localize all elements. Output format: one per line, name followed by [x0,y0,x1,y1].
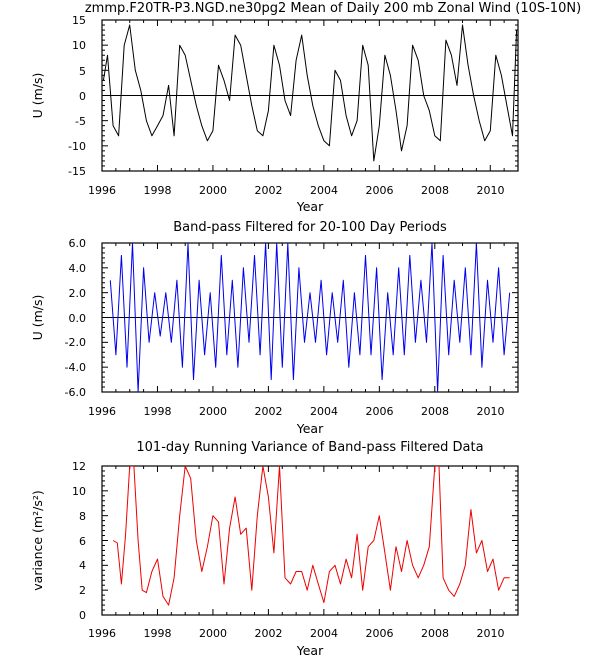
x-tick-label: 2002 [255,184,283,197]
chart-title: Band-pass Filtered for 20-100 Day Period… [173,220,447,235]
y-tick-label: 5 [79,65,86,78]
y-tick-label: 6.0 [69,237,87,250]
x-tick-label: 2010 [477,405,505,418]
x-tick-label: 2000 [199,627,227,640]
y-tick-label: 4.0 [69,262,87,275]
x-tick-label: 2008 [421,184,449,197]
y-tick-label: 4 [79,559,86,572]
x-tick-label: 2006 [366,405,394,418]
x-tick-labels: 1996 1998 2000 2002 2004 2006 2008 2010 [88,405,505,418]
x-tick-labels: 1996 1998 2000 2002 2004 2006 2008 2010 [88,627,505,640]
x-tick-label: 1996 [88,405,116,418]
y-tick-label: 10 [72,39,86,52]
x-tick-label: 2008 [421,627,449,640]
series-layer [102,24,518,162]
x-tick-labels: 1996 1998 2000 2002 2004 2006 2008 2010 [88,184,505,197]
y-tick-label: -10 [68,140,86,153]
y-tick-label: 15 [72,14,86,27]
y-tick-label: 2 [79,584,86,597]
y-tick-labels: 0 2 4 6 8 10 12 [72,460,86,622]
x-tick-label: 2010 [477,627,505,640]
y-tick-labels: -15 -10 -5 0 5 10 15 [68,14,86,178]
y-axis-label: variance (m²/s²) [30,490,45,590]
x-axis-label: Year [296,421,324,436]
x-tick-label: 2004 [310,627,338,640]
x-tick-label: 1996 [88,184,116,197]
x-tick-label: 2002 [255,405,283,418]
x-tick-label: 2008 [421,405,449,418]
x-tick-label: 2000 [199,405,227,418]
y-tick-label: 0.0 [69,312,87,325]
x-tick-label: 1998 [144,184,172,197]
chart-title: 101-day Running Variance of Band-pass Fi… [136,440,483,455]
x-tick-label: 2006 [366,184,394,197]
x-tick-label: 2004 [310,405,338,418]
series-layer [112,466,510,606]
y-tick-label: 10 [72,485,86,498]
y-axis-label: U (m/s) [30,295,45,341]
y-tick-label: 0 [79,609,86,622]
chart-title: zmmp.F20TR-P3.NGD.ne30pg2 Mean of Daily … [85,1,581,16]
x-tick-label: 2010 [477,184,505,197]
panel-band-pass: Band-pass Filtered for 20-100 Day Period… [30,220,519,436]
y-tick-label: 6 [79,535,86,548]
tick-marks [101,242,519,393]
panel-zonal-wind: zmmp.F20TR-P3.NGD.ne30pg2 Mean of Daily … [30,1,581,214]
y-tick-label: -15 [68,165,86,178]
y-tick-label: -6.0 [65,386,86,399]
series-layer [109,243,511,392]
x-tick-label: 2006 [366,627,394,640]
y-tick-label: 0 [79,90,86,103]
series-line [102,24,518,162]
series-line [109,243,511,392]
x-tick-label: 2000 [199,184,227,197]
tick-marks [101,465,519,616]
series-line [112,466,510,606]
x-tick-label: 2004 [310,184,338,197]
tick-marks [101,19,519,172]
y-axis-label: U (m/s) [30,73,45,119]
y-tick-label: -2.0 [65,336,86,349]
y-tick-labels: -6.0 -4.0 -2.0 0.0 2.0 4.0 6.0 [65,237,86,399]
y-tick-label: 8 [79,510,86,523]
x-tick-label: 1998 [144,405,172,418]
x-tick-label: 1998 [144,627,172,640]
y-tick-label: -5 [75,115,86,128]
panel-running-variance: 101-day Running Variance of Band-pass Fi… [30,440,519,658]
y-tick-label: -4.0 [65,361,86,374]
y-tick-label: 2.0 [69,287,87,300]
x-axis-label: Year [296,199,324,214]
x-tick-label: 1996 [88,627,116,640]
x-tick-label: 2002 [255,627,283,640]
y-tick-label: 12 [72,460,86,473]
x-axis-label: Year [296,643,324,658]
